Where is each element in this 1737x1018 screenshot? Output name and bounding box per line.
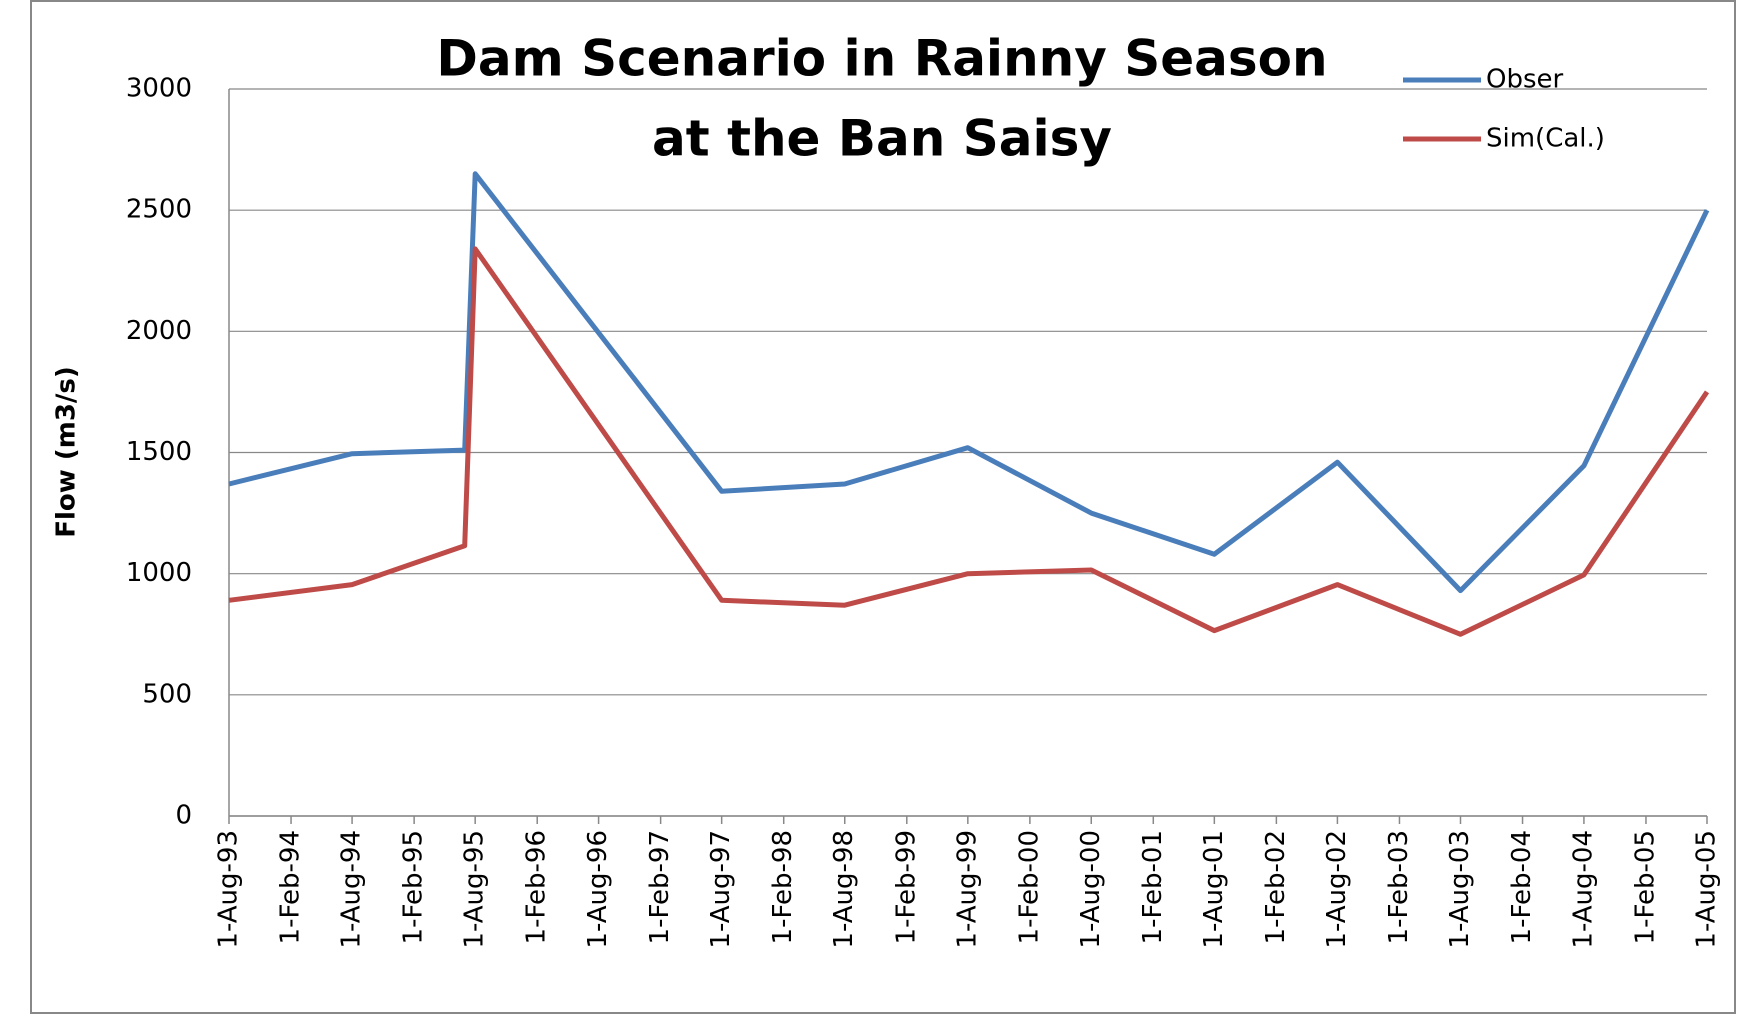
data-line [228, 171, 1710, 594]
x-tick-label: 1-Aug-99 [952, 830, 982, 949]
y-axis-label: Flow (m3/s) [52, 366, 82, 538]
chart-frame [30, 0, 1736, 1014]
legend-label: Sim(Cal.) [1486, 124, 1605, 154]
y-tick-label: 2000 [126, 316, 192, 346]
x-tick-label: 1-Aug-01 [1199, 830, 1229, 949]
x-tick-label: 1-Feb-95 [399, 830, 429, 944]
x-tick-label: 1-Aug-95 [460, 830, 490, 949]
x-tick-label: 1-Feb-99 [891, 830, 921, 944]
x-tick-label: 1-Feb-05 [1630, 830, 1660, 944]
y-tick-label: 3000 [126, 74, 192, 104]
x-tick-label: 1-Aug-03 [1445, 830, 1475, 949]
x-tick-label: 1-Feb-04 [1507, 830, 1537, 944]
x-tick-label: 1-Aug-97 [706, 830, 736, 949]
y-tick-label: 1000 [126, 558, 192, 588]
chart-title: Dam Scenario in Rainny Season [436, 30, 1327, 88]
x-tick-label: 1-Feb-97 [645, 830, 675, 944]
legend-label: Obser [1486, 65, 1564, 95]
x-tick-label: 1-Feb-03 [1384, 830, 1414, 944]
data-line [228, 246, 1710, 637]
x-tick-label: 1-Feb-98 [768, 830, 798, 944]
y-tick-label: 1500 [126, 437, 192, 467]
x-tick-label: 1-Feb-00 [1014, 830, 1044, 944]
x-tick-label: 1-Feb-94 [276, 830, 306, 944]
y-tick-label: 500 [142, 679, 192, 709]
y-tick-label: 2500 [126, 195, 192, 225]
x-tick-label: 1-Aug-94 [337, 830, 367, 949]
x-tick-label: 1-Aug-93 [214, 830, 244, 949]
x-tick-label: 1-Aug-96 [583, 830, 613, 949]
x-tick-label: 1-Aug-98 [829, 830, 859, 949]
x-tick-label: 1-Aug-02 [1322, 830, 1352, 949]
x-tick-label: 1-Aug-05 [1692, 830, 1722, 949]
x-tick-label: 1-Aug-00 [1076, 830, 1106, 949]
chart-title: at the Ban Saisy [652, 110, 1112, 168]
x-tick-label: 1-Feb-02 [1261, 830, 1291, 944]
y-tick-label: 0 [175, 801, 192, 831]
x-tick-label: 1-Feb-01 [1138, 830, 1168, 944]
x-tick-label: 1-Feb-96 [522, 830, 552, 944]
x-tick-label: 1-Aug-04 [1568, 830, 1598, 949]
